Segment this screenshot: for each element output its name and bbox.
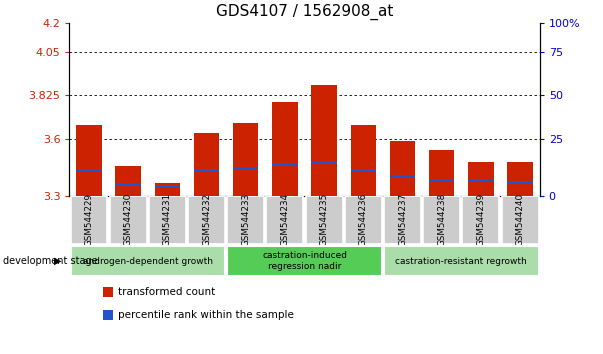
Bar — [507, 162, 533, 196]
Bar — [311, 85, 337, 196]
Text: GSM544235: GSM544235 — [320, 193, 329, 246]
Text: GSM544229: GSM544229 — [84, 193, 93, 246]
Bar — [272, 102, 298, 196]
Text: GSM544236: GSM544236 — [359, 193, 368, 246]
Text: GSM544240: GSM544240 — [516, 193, 525, 246]
Bar — [507, 181, 533, 183]
Text: GSM544239: GSM544239 — [476, 193, 485, 246]
Text: GSM544234: GSM544234 — [280, 193, 289, 246]
Bar — [76, 125, 102, 196]
Title: GDS4107 / 1562908_at: GDS4107 / 1562908_at — [216, 4, 393, 20]
Text: GSM544230: GSM544230 — [124, 193, 133, 246]
Bar — [463, 196, 499, 244]
Bar — [345, 196, 382, 244]
Text: castration-induced
regression nadir: castration-induced regression nadir — [262, 251, 347, 271]
Bar — [311, 161, 337, 164]
Bar — [115, 183, 141, 185]
Bar — [272, 163, 298, 166]
Bar — [267, 196, 303, 244]
Text: percentile rank within the sample: percentile rank within the sample — [118, 310, 294, 320]
Text: GSM544233: GSM544233 — [241, 193, 250, 246]
Bar — [227, 246, 382, 276]
Bar — [115, 166, 141, 196]
Bar — [429, 150, 455, 196]
Text: GSM544231: GSM544231 — [163, 193, 172, 246]
Bar — [149, 196, 186, 244]
Bar — [110, 196, 147, 244]
Text: androgen-dependent growth: androgen-dependent growth — [83, 257, 213, 266]
Bar — [468, 162, 494, 196]
Bar — [384, 196, 421, 244]
Bar — [390, 175, 415, 177]
Text: GSM544237: GSM544237 — [398, 193, 407, 246]
Text: GSM544238: GSM544238 — [437, 193, 446, 246]
Bar — [154, 183, 180, 196]
Bar — [306, 196, 343, 244]
Bar — [468, 179, 494, 181]
Bar — [227, 196, 264, 244]
Text: ▶: ▶ — [54, 256, 62, 266]
Bar — [350, 125, 376, 196]
Bar — [502, 196, 538, 244]
Text: transformed count: transformed count — [118, 287, 215, 297]
Text: GSM544232: GSM544232 — [202, 193, 211, 246]
Bar — [384, 246, 538, 276]
Bar — [71, 246, 225, 276]
Bar — [233, 167, 259, 170]
Bar — [194, 169, 219, 171]
Bar — [188, 196, 225, 244]
Bar — [76, 169, 102, 171]
Bar — [429, 179, 455, 181]
Bar — [350, 169, 376, 171]
Bar — [233, 123, 259, 196]
Bar — [154, 184, 180, 187]
Bar — [71, 196, 107, 244]
Bar — [194, 133, 219, 196]
Text: development stage: development stage — [3, 256, 98, 266]
Bar — [423, 196, 460, 244]
Text: castration-resistant regrowth: castration-resistant regrowth — [396, 257, 527, 266]
Bar — [390, 141, 415, 196]
